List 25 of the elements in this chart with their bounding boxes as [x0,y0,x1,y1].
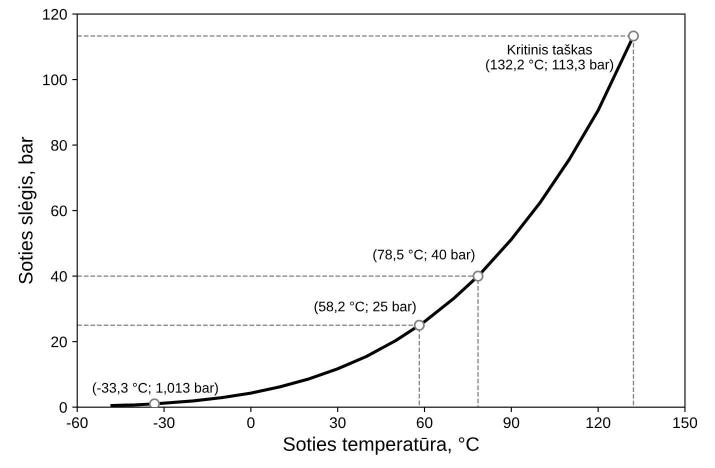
annotation: Kritinis taškas (132,2 °C; 113,3 bar) [486,44,614,72]
x-tick-label: 60 [416,417,432,428]
point [472,270,484,282]
annotation: (-33,3 °C; 1,013 bar) [92,382,218,396]
y-tick-label: 60 [51,205,67,216]
y-axis-title: Soties slėgis, bar [18,136,36,284]
point [628,30,639,42]
x-tick-label: 0 [247,417,255,428]
x-tick-label: 30 [330,417,346,428]
point [149,398,160,408]
y-tick-label: 80 [51,140,67,151]
point [414,320,425,331]
annotation: (58,2 °C; 25 bar) [314,301,416,314]
y-tick-label: 40 [50,270,67,282]
x-tick-label: 150 [673,417,698,428]
x-tick-label: 90 [504,417,520,428]
x-tick-label: 120 [586,417,610,428]
y-tick-label: 100 [43,74,67,86]
x-tick-label: -30 [154,417,174,428]
annotation: (78,5 °C; 40 bar) [373,249,474,262]
y-tick-label: 120 [43,8,67,20]
y-tick-label: 20 [51,336,67,348]
x-tick-label: -60 [66,417,88,428]
y-tick-label: 0 [60,402,67,413]
x-axis-title: Soties temperatūra, °C [284,436,479,455]
